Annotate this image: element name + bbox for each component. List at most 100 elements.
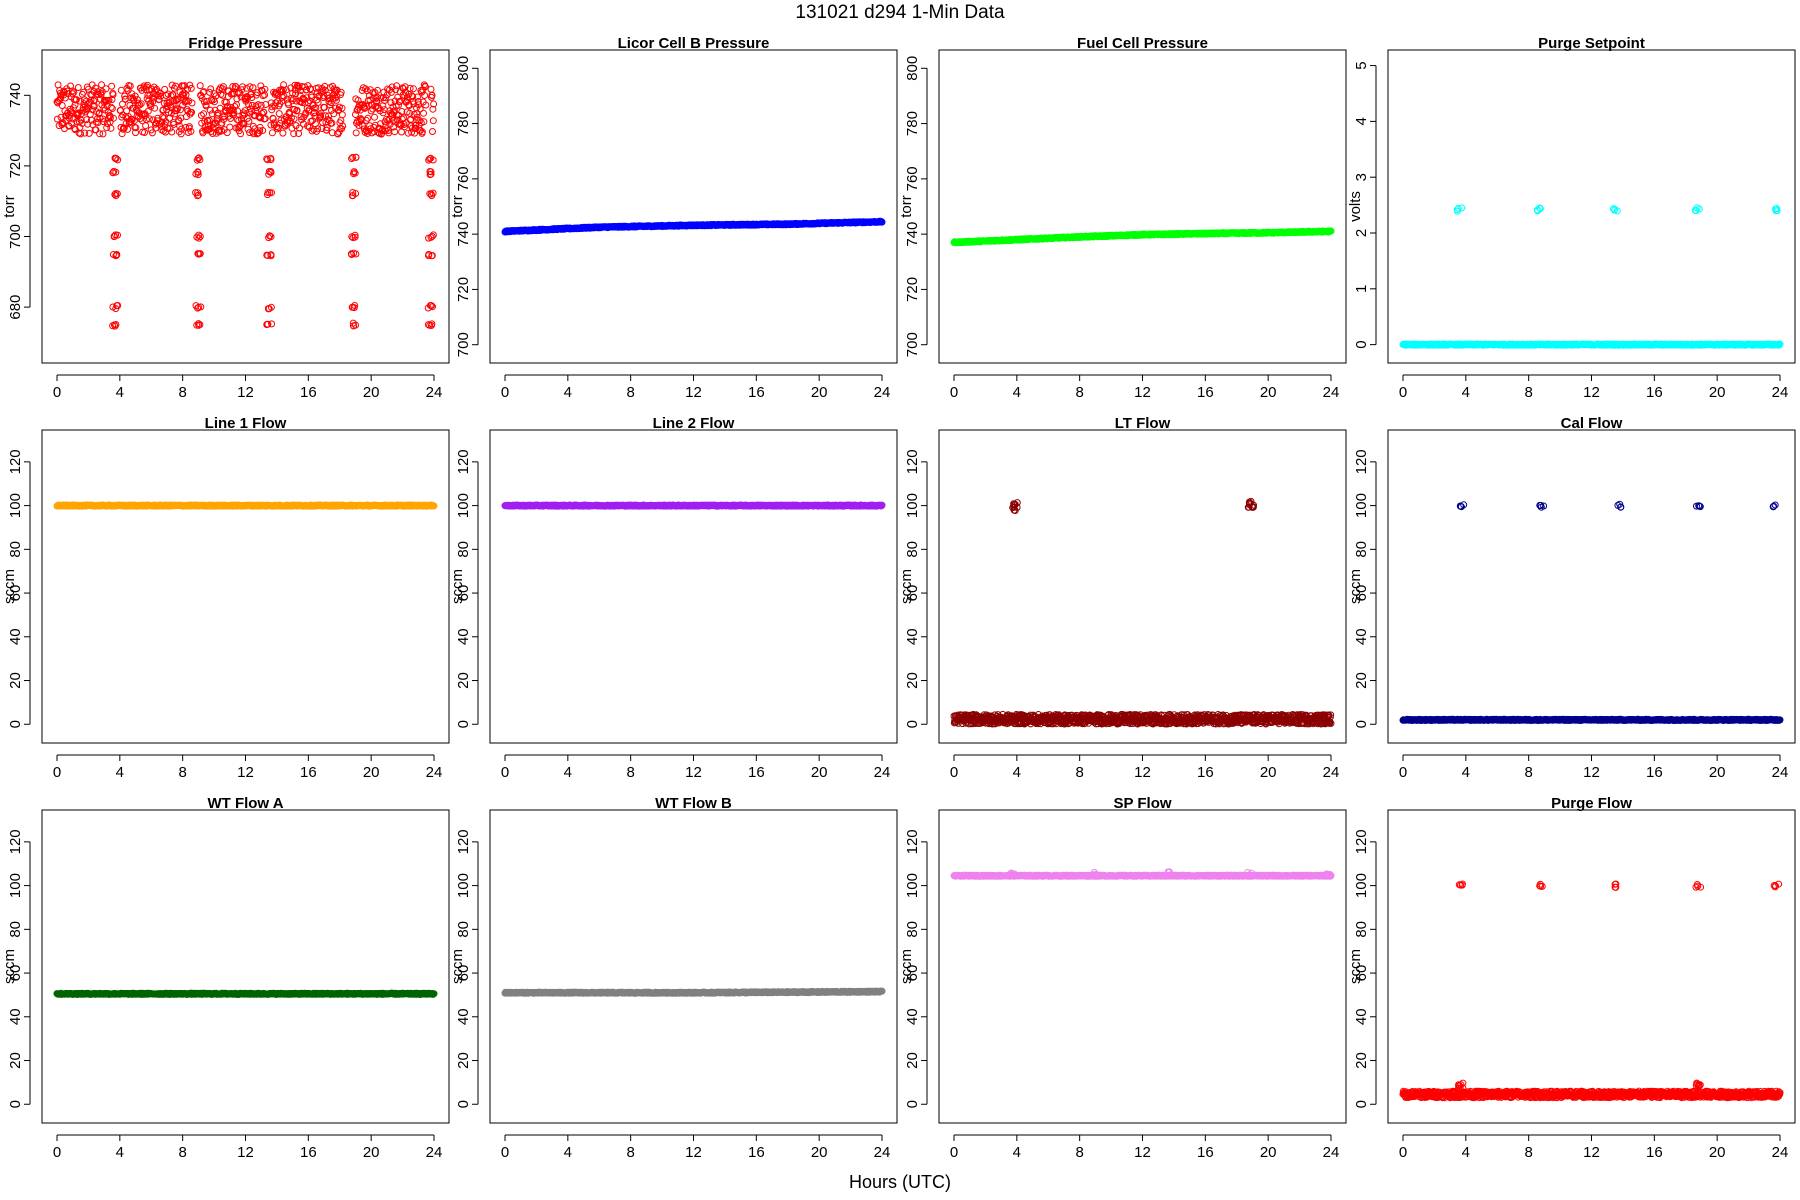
data-point bbox=[371, 113, 378, 121]
y-tick-label: 2 bbox=[1353, 229, 1370, 237]
data-point bbox=[274, 124, 282, 132]
data-point bbox=[84, 120, 92, 128]
data-point bbox=[238, 86, 246, 94]
data-point bbox=[261, 115, 269, 123]
data-point bbox=[279, 93, 286, 101]
plot-frame bbox=[41, 429, 450, 744]
data-point bbox=[108, 105, 116, 112]
data-point bbox=[90, 97, 98, 105]
data-point bbox=[229, 83, 237, 90]
panel-title: Line 1 Flow bbox=[205, 415, 287, 432]
data-point bbox=[148, 129, 156, 137]
y-tick-label: 700 bbox=[455, 332, 472, 357]
y-tick-label: 700 bbox=[904, 332, 921, 357]
data-point bbox=[246, 129, 254, 137]
y-tick-label: 100 bbox=[904, 493, 921, 518]
y-tick-label: 20 bbox=[904, 672, 921, 689]
y-tick-label: 740 bbox=[904, 222, 921, 247]
data-point bbox=[338, 111, 346, 119]
data-point bbox=[220, 115, 228, 123]
data-point bbox=[234, 107, 242, 115]
data-point bbox=[74, 84, 82, 91]
data-point bbox=[107, 114, 114, 122]
data-points bbox=[950, 497, 1335, 728]
data-point bbox=[205, 116, 213, 124]
data-points bbox=[53, 501, 438, 510]
data-point bbox=[172, 82, 180, 90]
y-tick-label: 40 bbox=[904, 628, 921, 645]
data-point bbox=[150, 83, 158, 91]
data-point bbox=[257, 101, 265, 109]
data-point bbox=[54, 81, 62, 89]
data-point bbox=[131, 92, 139, 100]
panel-title: Purge Setpoint bbox=[1538, 35, 1645, 52]
y-tick-label: 60 bbox=[904, 585, 921, 602]
data-point bbox=[254, 101, 262, 109]
data-point bbox=[290, 130, 298, 138]
data-point bbox=[80, 96, 88, 104]
data-point bbox=[168, 128, 176, 136]
x-tick-label: 16 bbox=[300, 384, 317, 401]
y-tick-label: 780 bbox=[904, 111, 921, 136]
data-point bbox=[55, 97, 63, 105]
x-tick-label: 16 bbox=[748, 384, 765, 401]
data-point bbox=[94, 119, 102, 126]
x-tick-label: 8 bbox=[626, 764, 634, 781]
data-point bbox=[99, 130, 107, 138]
data-point bbox=[293, 106, 301, 114]
data-point bbox=[257, 114, 264, 122]
x-tick-label: 0 bbox=[501, 764, 509, 781]
data-point bbox=[290, 115, 298, 123]
data-point bbox=[149, 98, 157, 106]
data-point bbox=[210, 90, 218, 98]
data-point bbox=[184, 85, 191, 93]
x-tick-label: 8 bbox=[626, 384, 634, 401]
data-point bbox=[292, 90, 300, 98]
data-points bbox=[501, 217, 886, 236]
data-point bbox=[151, 104, 159, 112]
data-point bbox=[134, 99, 142, 107]
plot-frame bbox=[938, 49, 1347, 364]
data-point bbox=[187, 127, 195, 135]
y-tick-label: 40 bbox=[7, 628, 24, 645]
data-point bbox=[68, 119, 76, 127]
data-point bbox=[92, 84, 99, 92]
data-point bbox=[233, 95, 241, 103]
data-point bbox=[164, 124, 172, 132]
panel-title: Fridge Pressure bbox=[188, 35, 302, 52]
data-point bbox=[275, 110, 283, 118]
data-point bbox=[173, 105, 181, 113]
y-tick-label: 760 bbox=[455, 166, 472, 191]
data-point bbox=[98, 81, 105, 89]
x-tick-label: 12 bbox=[1134, 764, 1151, 781]
data-point bbox=[153, 117, 161, 125]
data-point bbox=[206, 88, 214, 96]
data-point bbox=[261, 85, 269, 93]
data-point bbox=[83, 116, 90, 124]
data-point bbox=[207, 85, 215, 93]
data-point bbox=[226, 123, 234, 131]
x-tick-label: 24 bbox=[874, 384, 891, 401]
y-tick-label: 0 bbox=[904, 720, 921, 728]
x-tick-label: 12 bbox=[685, 764, 702, 781]
data-points bbox=[1399, 204, 1784, 349]
data-point bbox=[136, 101, 144, 109]
data-point bbox=[85, 129, 93, 137]
data-point bbox=[429, 128, 436, 135]
data-point bbox=[323, 126, 331, 134]
data-point bbox=[285, 101, 292, 109]
y-tick-label: 4 bbox=[1353, 117, 1370, 125]
data-point bbox=[197, 111, 205, 119]
data-point bbox=[185, 123, 193, 131]
data-point bbox=[92, 126, 100, 134]
x-tick-label: 8 bbox=[1075, 384, 1083, 401]
x-tick-label: 4 bbox=[564, 764, 572, 781]
panel-title: Line 2 Flow bbox=[653, 415, 735, 432]
x-tick-label: 8 bbox=[178, 384, 186, 401]
data-point bbox=[206, 106, 214, 114]
x-tick-label: 8 bbox=[178, 764, 186, 781]
data-point bbox=[212, 92, 220, 100]
data-point bbox=[156, 89, 164, 97]
x-tick-label: 8 bbox=[1524, 384, 1532, 401]
data-point bbox=[147, 103, 155, 110]
